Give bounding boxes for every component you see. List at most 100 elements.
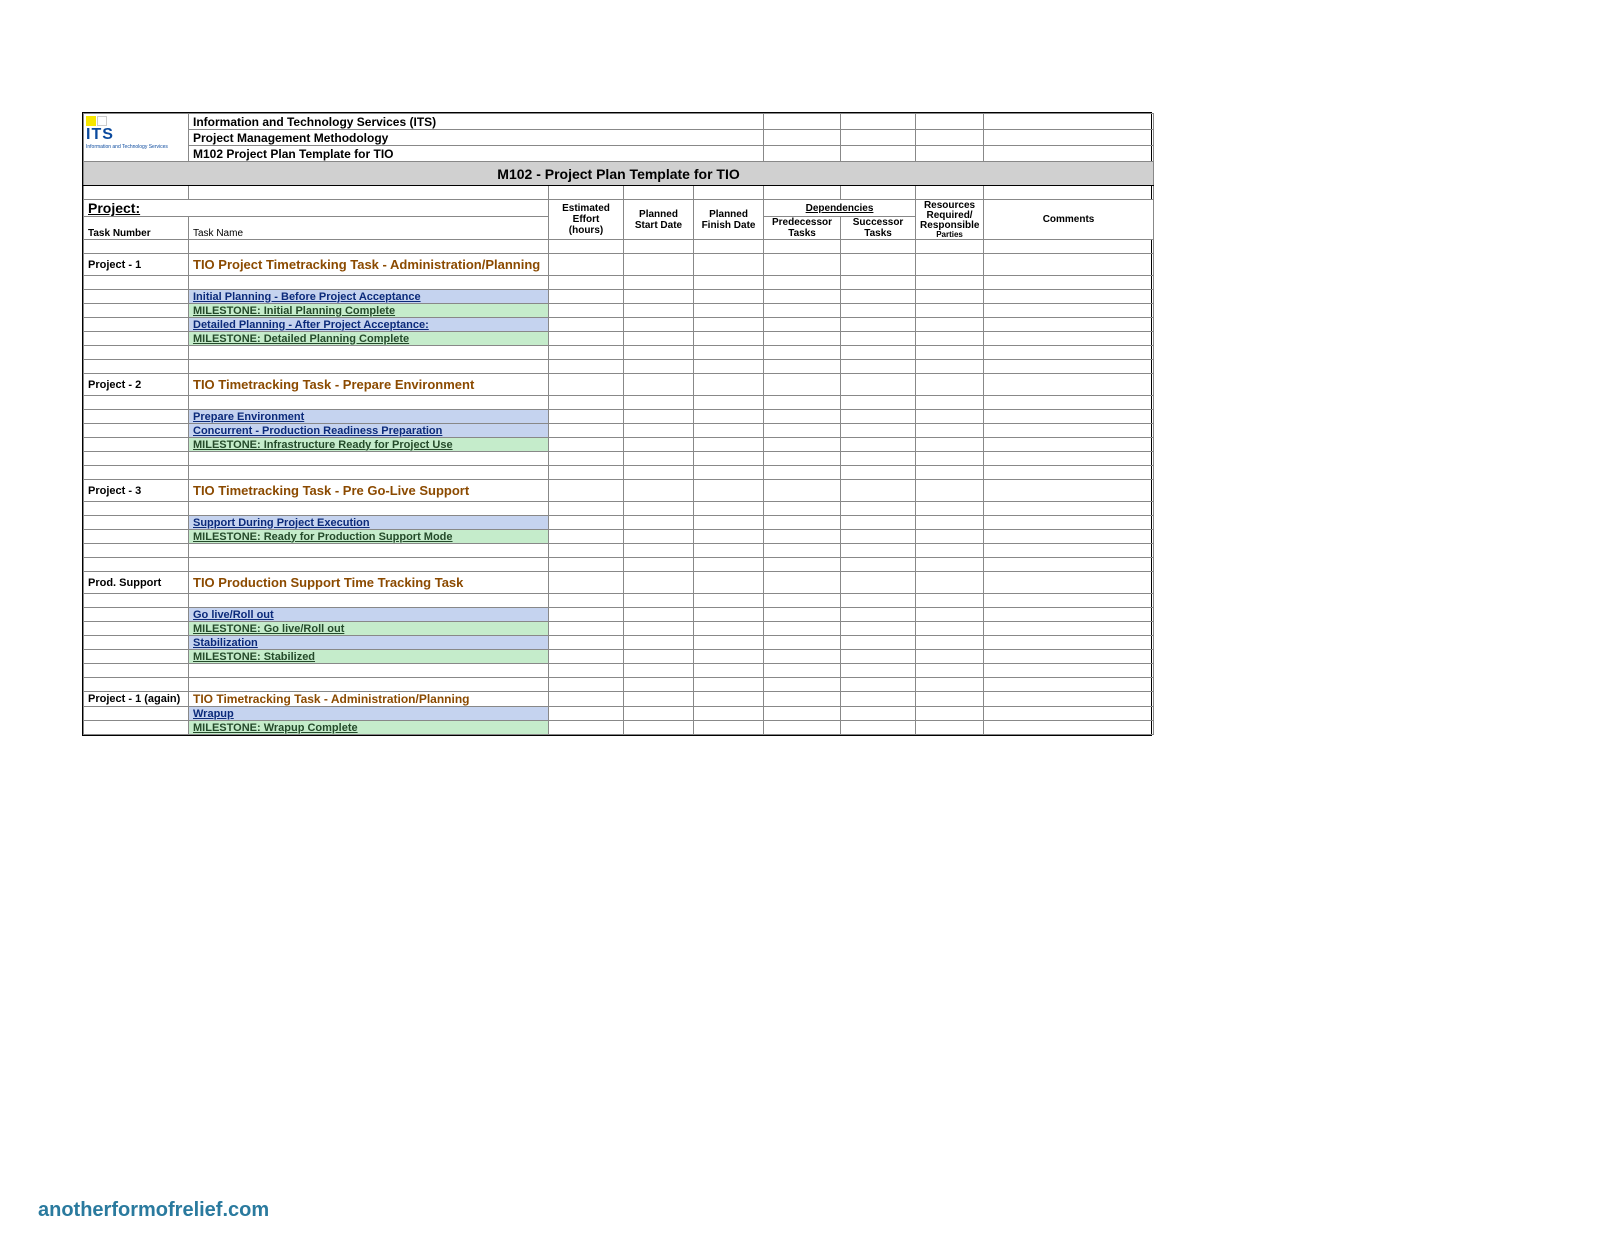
- col-task-name: Task Name: [189, 217, 549, 240]
- header-line1: Information and Technology Services (ITS…: [189, 114, 764, 130]
- section-title-cell[interactable]: TIO Timetracking Task - Prepare Environm…: [189, 374, 549, 396]
- col-start: Planned Start Date: [624, 200, 694, 240]
- logo-square-icon: [86, 116, 96, 126]
- milestone-row: MILESTONE: Detailed Planning Complete: [84, 332, 1154, 346]
- task-name-cell[interactable]: Initial Planning - Before Project Accept…: [189, 290, 549, 304]
- milestone-row: MILESTONE: Stabilized: [84, 650, 1154, 664]
- task-name-cell[interactable]: Prepare Environment: [189, 410, 549, 424]
- task-number-cell[interactable]: [84, 530, 189, 544]
- empty-row: [84, 558, 1154, 572]
- task-name-cell[interactable]: Wrapup: [189, 707, 549, 721]
- task-number-cell[interactable]: Project - 3: [84, 480, 189, 502]
- task-name-cell[interactable]: MILESTONE: Wrapup Complete: [189, 721, 549, 735]
- header-row-1: ITS Information and Technology Services …: [84, 114, 1154, 130]
- header-line3: M102 Project Plan Template for TIO: [189, 146, 764, 162]
- empty-row: [84, 452, 1154, 466]
- task-number-cell[interactable]: [84, 636, 189, 650]
- col-task-number: Task Number: [84, 217, 189, 240]
- task-row: Wrapup: [84, 707, 1154, 721]
- column-header-row-1: Project: Estimated Effort (hours) Planne…: [84, 200, 1154, 217]
- banner-row: M102 - Project Plan Template for TIO: [84, 162, 1154, 186]
- task-number-cell[interactable]: [84, 707, 189, 721]
- task-row: Support During Project Execution: [84, 516, 1154, 530]
- logo-text: ITS: [86, 126, 114, 144]
- project-plan-table: ITS Information and Technology Services …: [83, 113, 1154, 735]
- task-row: Prepare Environment: [84, 410, 1154, 424]
- logo-cell: ITS Information and Technology Services: [84, 114, 189, 162]
- task-number-cell[interactable]: [84, 290, 189, 304]
- milestone-row: MILESTONE: Go live/Roll out: [84, 622, 1154, 636]
- empty-row: [84, 466, 1154, 480]
- task-number-cell[interactable]: [84, 650, 189, 664]
- task-number-cell[interactable]: [84, 304, 189, 318]
- col-successor: Successor Tasks: [841, 217, 916, 240]
- task-row: Go live/Roll out: [84, 608, 1154, 622]
- logo-square-icon: [97, 116, 107, 126]
- task-name-cell[interactable]: MILESTONE: Stabilized: [189, 650, 549, 664]
- col-resources: Resources Required/ Responsible Parties: [916, 200, 984, 240]
- milestone-row: MILESTONE: Initial Planning Complete: [84, 304, 1154, 318]
- empty-row: [84, 276, 1154, 290]
- task-number-cell[interactable]: [84, 410, 189, 424]
- task-name-cell[interactable]: MILESTONE: Ready for Production Support …: [189, 530, 549, 544]
- watermark: anotherformofrelief.com: [38, 1199, 269, 1222]
- empty-row: [84, 664, 1154, 678]
- task-row: Concurrent - Production Readiness Prepar…: [84, 424, 1154, 438]
- section-title-cell[interactable]: TIO Production Support Time Tracking Tas…: [189, 572, 549, 594]
- task-number-cell[interactable]: [84, 608, 189, 622]
- task-number-cell[interactable]: [84, 622, 189, 636]
- empty-row: [84, 346, 1154, 360]
- task-name-cell[interactable]: Support During Project Execution: [189, 516, 549, 530]
- col-predecessor: Predecessor Tasks: [764, 217, 841, 240]
- header-row-3: M102 Project Plan Template for TIO: [84, 146, 1154, 162]
- task-number-cell[interactable]: [84, 516, 189, 530]
- empty-row: [84, 186, 1154, 200]
- task-row: Detailed Planning - After Project Accept…: [84, 318, 1154, 332]
- task-row: Stabilization: [84, 636, 1154, 650]
- empty-row: [84, 502, 1154, 516]
- section-title-cell[interactable]: TIO Timetracking Task - Administration/P…: [189, 692, 549, 707]
- task-name-cell[interactable]: Concurrent - Production Readiness Prepar…: [189, 424, 549, 438]
- section-title-cell[interactable]: TIO Timetracking Task - Pre Go-Live Supp…: [189, 480, 549, 502]
- col-effort: Estimated Effort (hours): [549, 200, 624, 240]
- task-number-cell[interactable]: [84, 721, 189, 735]
- section-row: Project - 1TIO Project Timetracking Task…: [84, 254, 1154, 276]
- empty-row: [84, 396, 1154, 410]
- spreadsheet: ITS Information and Technology Services …: [82, 112, 1152, 736]
- task-name-cell[interactable]: Detailed Planning - After Project Accept…: [189, 318, 549, 332]
- task-name-cell[interactable]: MILESTONE: Initial Planning Complete: [189, 304, 549, 318]
- task-name-cell[interactable]: MILESTONE: Go live/Roll out: [189, 622, 549, 636]
- empty-row: [84, 240, 1154, 254]
- project-label: Project:: [84, 200, 549, 217]
- col-comments: Comments: [984, 200, 1154, 240]
- header-row-2: Project Management Methodology: [84, 130, 1154, 146]
- milestone-row: MILESTONE: Ready for Production Support …: [84, 530, 1154, 544]
- section-row: Prod. SupportTIO Production Support Time…: [84, 572, 1154, 594]
- task-name-cell[interactable]: Stabilization: [189, 636, 549, 650]
- task-number-cell[interactable]: Project - 1 (again): [84, 692, 189, 707]
- empty-row: [84, 678, 1154, 692]
- task-number-cell[interactable]: Project - 1: [84, 254, 189, 276]
- task-row: Initial Planning - Before Project Accept…: [84, 290, 1154, 304]
- section-row: Project - 3TIO Timetracking Task - Pre G…: [84, 480, 1154, 502]
- section-row: Project - 2TIO Timetracking Task - Prepa…: [84, 374, 1154, 396]
- task-name-cell[interactable]: MILESTONE: Infrastructure Ready for Proj…: [189, 438, 549, 452]
- task-number-cell[interactable]: [84, 438, 189, 452]
- task-number-cell[interactable]: [84, 332, 189, 346]
- empty-row: [84, 594, 1154, 608]
- task-number-cell[interactable]: Prod. Support: [84, 572, 189, 594]
- task-name-cell[interactable]: MILESTONE: Detailed Planning Complete: [189, 332, 549, 346]
- col-dependencies: Dependencies: [764, 200, 916, 217]
- milestone-row: MILESTONE: Wrapup Complete: [84, 721, 1154, 735]
- milestone-row: MILESTONE: Infrastructure Ready for Proj…: [84, 438, 1154, 452]
- section-title-cell[interactable]: TIO Project Timetracking Task - Administ…: [189, 254, 549, 276]
- logo-subtext: Information and Technology Services: [86, 144, 168, 150]
- task-number-cell[interactable]: [84, 424, 189, 438]
- banner-title: M102 - Project Plan Template for TIO: [84, 162, 1154, 186]
- task-number-cell[interactable]: Project - 2: [84, 374, 189, 396]
- task-number-cell[interactable]: [84, 318, 189, 332]
- task-name-cell[interactable]: Go live/Roll out: [189, 608, 549, 622]
- empty-row: [84, 544, 1154, 558]
- header-line2: Project Management Methodology: [189, 130, 764, 146]
- empty-row: [84, 360, 1154, 374]
